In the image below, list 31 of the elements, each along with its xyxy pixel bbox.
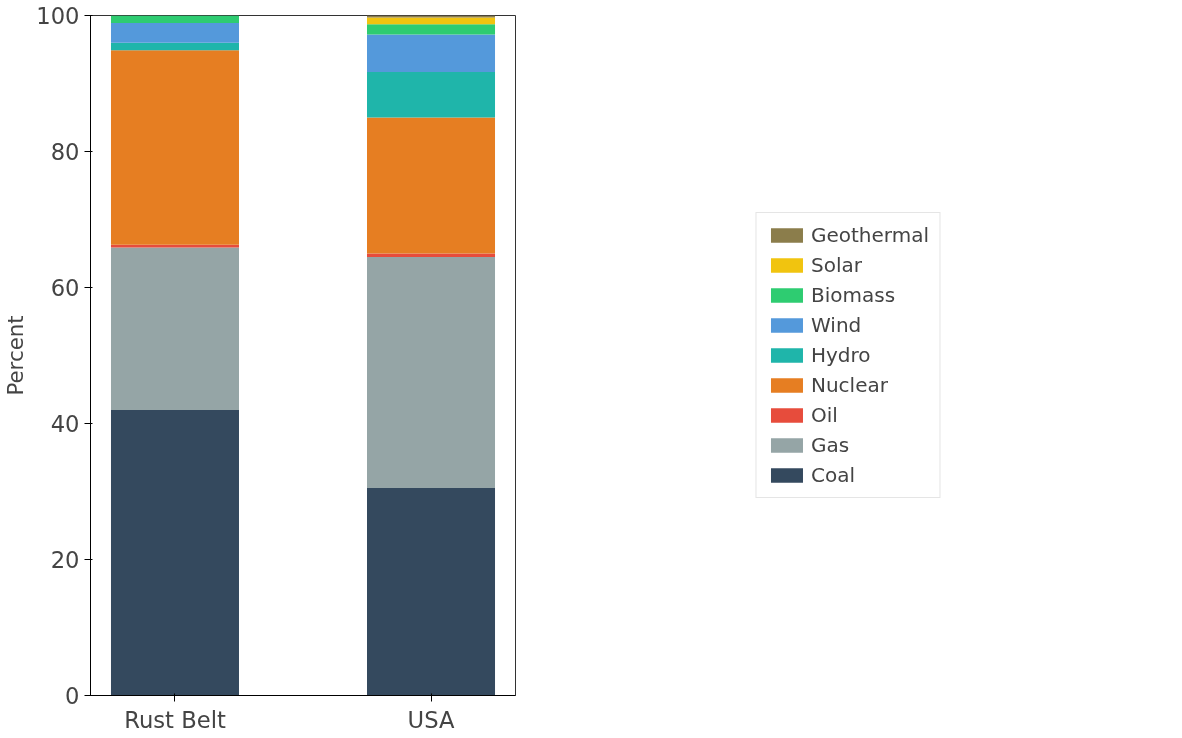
legend-label: Gas — [810, 433, 850, 457]
bar — [110, 409, 239, 696]
legend-label: Wind — [810, 313, 862, 337]
legend-label: Oil — [810, 403, 838, 427]
y-tick-label: 0 — [65, 683, 80, 709]
bar — [110, 42, 239, 51]
bar — [367, 15, 496, 18]
bar — [367, 34, 496, 72]
y-tick-label: 60 — [50, 275, 80, 301]
bar — [367, 24, 496, 35]
y-tick-label: 40 — [50, 411, 80, 437]
y-tick-label: 100 — [36, 3, 80, 29]
legend-label: Nuclear — [810, 373, 888, 397]
bar — [110, 15, 239, 23]
bar — [110, 50, 239, 245]
y-axis-title: Percent — [3, 315, 29, 396]
legend-label: Biomass — [810, 283, 896, 307]
bar — [110, 22, 239, 43]
x-tick-label: USA — [407, 706, 455, 733]
legend-label: Coal — [810, 463, 855, 487]
bar — [367, 256, 496, 489]
legend-label: Solar — [810, 253, 862, 277]
x-tick-label: Rust Belt — [124, 706, 226, 733]
legend-label: Hydro — [810, 343, 871, 367]
y-tick-label: 20 — [50, 547, 80, 573]
y-tick-label: 80 — [50, 139, 80, 165]
bar — [367, 71, 496, 118]
legend-label: Geothermal — [810, 223, 930, 247]
bar — [367, 488, 496, 696]
bar — [110, 247, 239, 410]
bar — [367, 117, 496, 254]
